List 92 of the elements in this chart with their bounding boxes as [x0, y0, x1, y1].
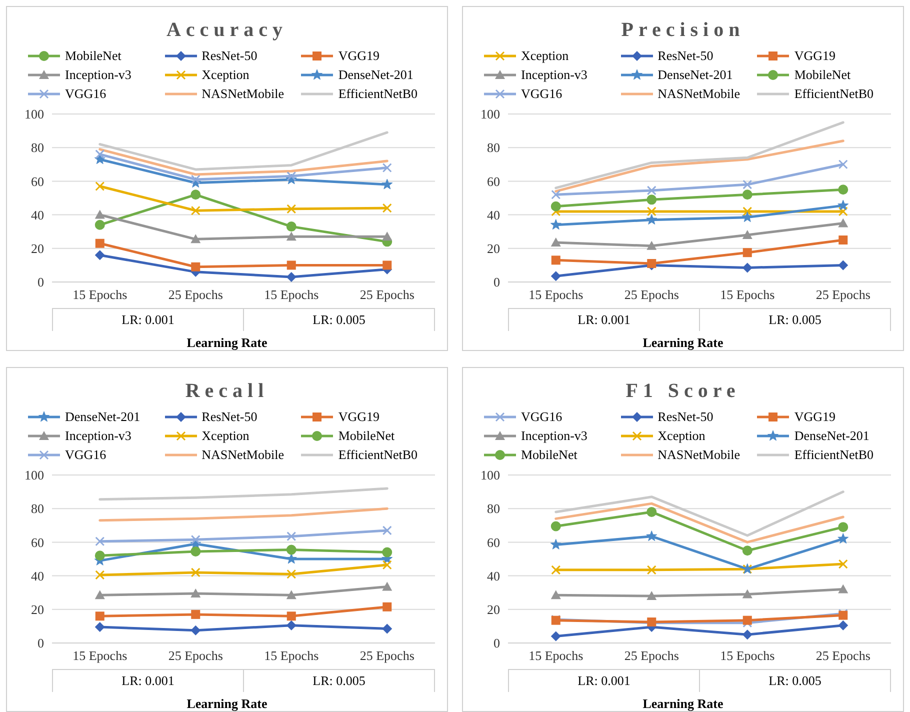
legend-label: VGG19	[794, 48, 836, 64]
legend-label: ResNet-50	[658, 48, 714, 64]
chart-title: Recall	[184, 380, 270, 403]
legend-label: Inception-v3	[521, 67, 588, 83]
legend-label: NASNetMobile	[658, 447, 740, 463]
legend-label: MobileNet	[338, 428, 395, 444]
legend-label: VGG16	[65, 447, 106, 463]
x-tick-label: 15 Epochs	[72, 287, 128, 302]
x-tick-label: 25 Epochs	[168, 287, 223, 302]
legend-label: Xception	[521, 48, 569, 64]
x-axis-title: Learning Rate	[642, 335, 724, 351]
x-tick-label: 25 Epochs	[360, 648, 414, 664]
legend-label: DenseNet-201	[794, 428, 870, 444]
legend-label: NASNetMobile	[202, 86, 284, 102]
y-tick-label: 60	[31, 534, 44, 550]
x-tick-label: 15 Epochs	[264, 287, 319, 302]
x-tick-label: 15 Epochs	[72, 648, 128, 664]
x-tick-label: 25 Epochs	[360, 287, 414, 302]
y-tick-label: 100	[480, 106, 500, 122]
text: LR: 0.001	[508, 309, 699, 331]
text: LR: 0.005	[699, 670, 891, 692]
y-tick-label: 60	[487, 174, 500, 189]
text: LR: 0.005	[243, 670, 435, 692]
legend-label: VGG16	[65, 86, 106, 102]
x-tick-label: 25 Epochs	[624, 287, 679, 302]
x-tick-label: 25 Epochs	[816, 648, 870, 664]
x-tick-label: 25 Epochs	[816, 287, 870, 302]
y-tick-label: 80	[31, 140, 44, 156]
y-tick-label: 20	[487, 241, 500, 256]
legend-label: VGG19	[338, 409, 380, 425]
chart-title: F1 Score	[624, 380, 742, 403]
legend-label: EfficientNetB0	[794, 447, 874, 463]
legend-label: EfficientNetB0	[794, 86, 874, 102]
y-tick-label: 100	[24, 106, 44, 122]
chart-title: Accuracy	[165, 19, 289, 42]
text: LR: 0.001	[508, 670, 699, 692]
y-tick-label: 0	[494, 274, 500, 290]
legend-label: MobileNet	[794, 67, 851, 83]
x-tick-label: 15 Epochs	[528, 648, 584, 664]
legend-label: Xception	[202, 67, 250, 83]
legend-label: ResNet-50	[202, 409, 258, 425]
y-tick-label: 0	[38, 636, 44, 651]
legend-label: DenseNet-201	[65, 409, 140, 425]
x-tick-label: 25 Epochs	[624, 648, 679, 664]
legend-label: Inception-v3	[65, 67, 132, 83]
y-tick-label: 40	[487, 568, 500, 584]
text: LR: 0.001	[52, 309, 243, 331]
legend-label: ResNet-50	[658, 409, 714, 425]
text: LR: 0.001	[52, 670, 243, 692]
legend-label: DenseNet-201	[658, 67, 733, 83]
y-tick-label: 80	[31, 501, 44, 516]
y-tick-label: 0	[38, 274, 44, 290]
text: LR: 0.005	[699, 309, 891, 331]
legend-label: Inception-v3	[65, 428, 132, 444]
legend-label: EfficientNetB0	[338, 86, 418, 102]
y-tick-label: 40	[31, 568, 44, 584]
y-tick-label: 100	[480, 468, 500, 483]
y-tick-label: 40	[31, 207, 44, 222]
y-tick-label: 60	[487, 534, 500, 550]
legend-label: Inception-v3	[521, 428, 588, 444]
y-tick-label: 80	[487, 501, 500, 516]
legend-label: Xception	[202, 428, 250, 444]
legend-label: NASNetMobile	[658, 86, 740, 102]
y-tick-label: 20	[31, 602, 44, 618]
legend-label: MobileNet	[521, 447, 578, 463]
x-axis-title: Learning Rate	[186, 335, 268, 351]
legend-label: DenseNet-201	[338, 67, 414, 83]
legend-label: Xception	[658, 428, 706, 444]
legend-label: VGG19	[338, 48, 380, 64]
legend-label: VGG16	[521, 86, 562, 102]
text: LR: 0.005	[243, 309, 435, 331]
x-tick-label: 15 Epochs	[528, 287, 584, 302]
legend-label: NASNetMobile	[202, 447, 284, 463]
x-tick-label: 15 Epochs	[264, 648, 319, 664]
y-tick-label: 20	[31, 241, 44, 256]
y-tick-label: 100	[24, 468, 44, 483]
x-tick-label: 25 Epochs	[168, 648, 223, 664]
legend-label: VGG16	[521, 409, 562, 425]
y-tick-label: 80	[487, 140, 500, 156]
x-tick-label: 15 Epochs	[720, 287, 775, 302]
chart-title: Precision	[620, 19, 746, 42]
y-tick-label: 0	[494, 636, 500, 651]
legend-label: VGG19	[794, 409, 836, 425]
legend-label: EfficientNetB0	[338, 447, 418, 463]
legend-label: ResNet-50	[202, 48, 258, 64]
x-axis-title: Learning Rate	[186, 696, 268, 712]
y-tick-label: 20	[487, 602, 500, 618]
x-axis-title: Learning Rate	[642, 696, 724, 712]
y-tick-label: 60	[31, 174, 44, 189]
x-tick-label: 15 Epochs	[720, 648, 775, 664]
legend-label: MobileNet	[65, 48, 122, 64]
y-tick-label: 40	[487, 207, 500, 222]
